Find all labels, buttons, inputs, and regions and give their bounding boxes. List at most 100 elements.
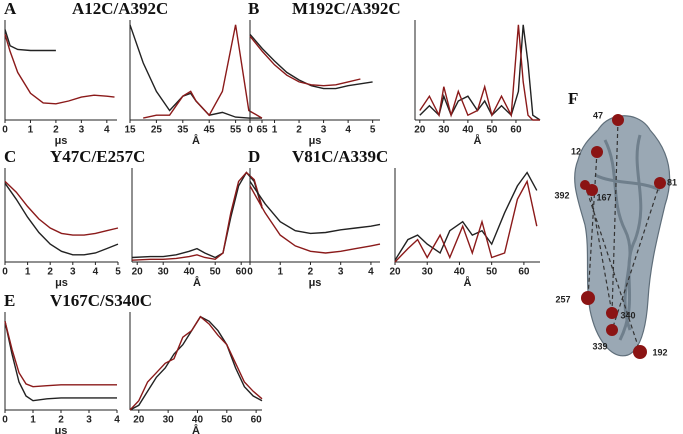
x-tick-label: 4 xyxy=(93,267,99,278)
panel-label: C xyxy=(4,147,16,166)
data-line xyxy=(249,181,381,235)
x-tick-label: 40 xyxy=(184,267,196,278)
x-tick-label: 40 xyxy=(454,267,466,278)
x-tick-label: 50 xyxy=(486,267,498,278)
protein-structure xyxy=(574,114,671,359)
x-tick-label: 35 xyxy=(177,125,189,136)
spin-label xyxy=(633,345,647,359)
x-tick-label: 2 xyxy=(58,415,64,426)
x-tick-label: 5 xyxy=(115,267,121,278)
panel-label: F xyxy=(568,89,578,108)
x-axis-label: μs xyxy=(55,135,68,147)
x-tick-label: 40 xyxy=(192,415,204,426)
site-label: 167 xyxy=(596,192,611,202)
x-tick-label: 15 xyxy=(124,125,136,136)
x-tick-label: 3 xyxy=(70,267,76,278)
data-line xyxy=(4,180,119,236)
panel-label: A xyxy=(4,0,17,18)
data-line xyxy=(4,321,117,388)
x-tick-label: 50 xyxy=(486,125,498,136)
x-tick-label: 5 xyxy=(370,125,376,136)
x-tick-label: 4 xyxy=(104,125,110,136)
spin-label xyxy=(586,184,598,196)
x-axis-label: Å xyxy=(192,134,200,147)
panel-title: A12C/A392C xyxy=(72,0,168,18)
panel-label: E xyxy=(4,291,15,310)
panel-title: Y47C/E257C xyxy=(50,147,145,166)
x-tick-label: 0 xyxy=(2,125,8,136)
x-tick-label: 3 xyxy=(86,415,92,426)
x-tick-label: 60 xyxy=(236,267,248,278)
data-line xyxy=(4,29,56,52)
x-tick-label: 3 xyxy=(79,125,85,136)
x-tick-label: 30 xyxy=(438,125,450,136)
site-label: 12 xyxy=(571,146,581,156)
x-tick-label: 30 xyxy=(158,267,170,278)
data-line xyxy=(129,315,263,411)
x-tick-label: 0 xyxy=(2,267,8,278)
x-tick-label: 1 xyxy=(28,125,34,136)
data-line xyxy=(394,179,538,263)
x-tick-label: 65 xyxy=(256,125,268,136)
x-tick-label: 4 xyxy=(368,267,374,278)
x-tick-label: 2 xyxy=(53,125,59,136)
data-line xyxy=(419,24,540,121)
data-line xyxy=(394,171,538,261)
x-tick-label: 1 xyxy=(30,415,36,426)
x-axis-label: Å xyxy=(464,276,472,289)
x-tick-label: 2 xyxy=(296,125,302,136)
x-axis-label: μs xyxy=(55,277,68,289)
x-axis-label: Å xyxy=(474,134,482,147)
x-tick-label: 4 xyxy=(114,415,120,426)
x-tick-label: 60 xyxy=(510,125,522,136)
data-line xyxy=(249,185,381,254)
panel-title: V167C/S340C xyxy=(50,291,152,310)
x-tick-label: 60 xyxy=(518,267,530,278)
distance-arrows xyxy=(584,119,661,353)
x-tick-label: 0 xyxy=(247,125,253,136)
x-tick-label: 0 xyxy=(247,267,253,278)
panel-label: B xyxy=(248,0,259,18)
site-label: 340 xyxy=(620,310,635,320)
x-tick-label: 55 xyxy=(230,125,242,136)
site-label: 192 xyxy=(652,347,667,357)
x-tick-label: 3 xyxy=(338,267,344,278)
x-axis-label: Å xyxy=(192,424,200,434)
site-label: 339 xyxy=(592,341,607,351)
x-tick-label: 20 xyxy=(389,267,401,278)
data-line xyxy=(249,33,373,90)
data-line xyxy=(131,171,263,261)
site-label: 392 xyxy=(554,190,569,200)
data-line xyxy=(4,34,115,105)
x-tick-label: 60 xyxy=(251,415,263,426)
data-line xyxy=(131,171,263,259)
x-tick-label: 50 xyxy=(221,415,233,426)
data-line xyxy=(419,24,541,121)
spin-label xyxy=(606,324,618,336)
site-label: 81 xyxy=(667,177,677,187)
data-line xyxy=(4,321,117,402)
x-axis-label: μs xyxy=(309,277,322,289)
spin-labels xyxy=(580,114,666,359)
x-tick-label: 20 xyxy=(132,267,144,278)
x-tick-label: 0 xyxy=(2,415,8,426)
x-tick-label: 2 xyxy=(47,267,53,278)
x-tick-label: 1 xyxy=(277,267,283,278)
spin-label xyxy=(612,114,624,126)
site-label: 47 xyxy=(593,110,603,120)
x-tick-label: 20 xyxy=(133,415,145,426)
panel-title: M192C/A392C xyxy=(292,0,401,18)
x-tick-label: 3 xyxy=(321,125,327,136)
x-tick-label: 40 xyxy=(462,125,474,136)
data-line xyxy=(249,35,361,87)
spin-label xyxy=(654,177,666,189)
x-tick-label: 50 xyxy=(210,267,222,278)
data-line xyxy=(129,315,263,411)
site-label: 257 xyxy=(555,294,570,304)
x-axis-label: μs xyxy=(55,425,68,434)
spin-label xyxy=(606,307,618,319)
x-tick-label: 4 xyxy=(345,125,351,136)
spin-label xyxy=(581,291,595,305)
x-tick-label: 1 xyxy=(25,267,31,278)
